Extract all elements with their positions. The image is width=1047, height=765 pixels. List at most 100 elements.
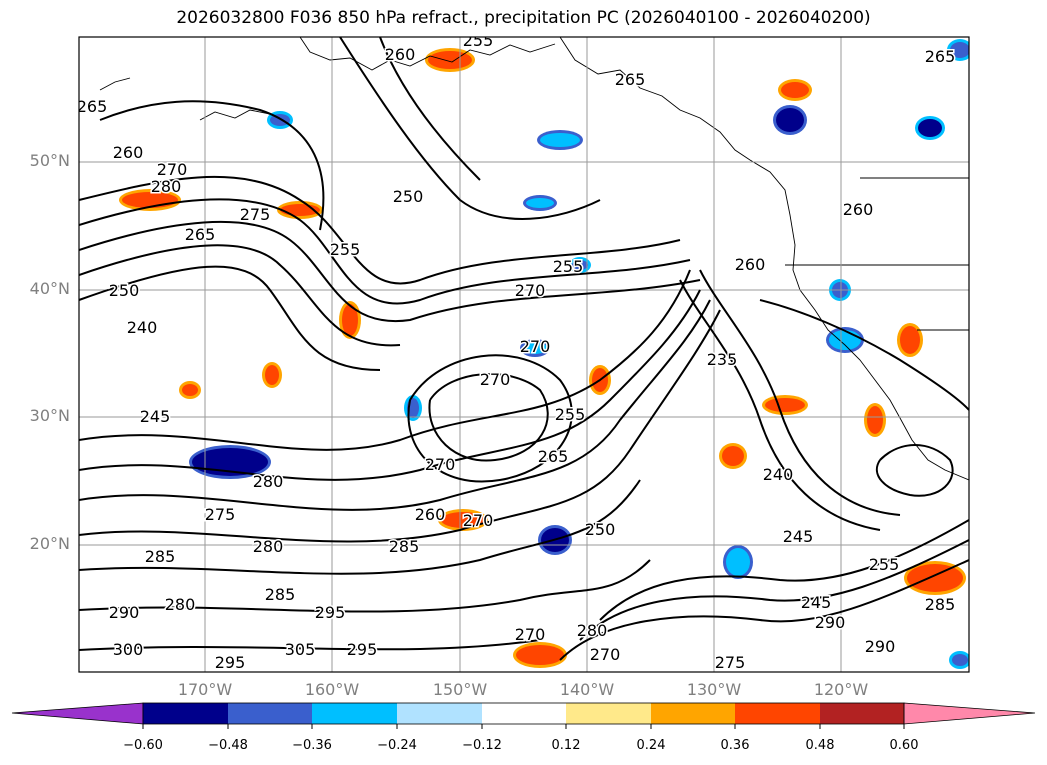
colorbar-segment: [735, 703, 820, 724]
contour-label: 265: [185, 225, 216, 244]
contour-line: [79, 175, 681, 285]
precip-blob-inner: [428, 51, 472, 69]
lon-label: 160°W: [304, 680, 360, 699]
contour-label: 250: [393, 187, 424, 206]
precip-blob-inner: [950, 42, 969, 58]
contour-label: 255: [553, 257, 584, 276]
contour-label: 275: [715, 653, 746, 672]
contour-labels: 255 260 265 265 260 270 280 275 250 265 255 250 240 2…: [77, 37, 957, 672]
contour-label: 285: [925, 595, 956, 614]
contour-label: 250: [585, 520, 616, 539]
precip-blob-inner: [829, 330, 861, 350]
colorbar-tick-label: −0.24: [377, 738, 417, 753]
contour-label: 295: [215, 653, 246, 672]
contour-label: 280: [253, 472, 284, 491]
contour-line: [428, 373, 549, 462]
contour-label: 270: [425, 455, 456, 474]
contour-label: 245: [140, 407, 171, 426]
colorbar-segment: [566, 703, 651, 724]
contour-label: 260: [843, 200, 874, 219]
contour-line: [79, 309, 721, 543]
colorbar-tick-label: 0.24: [636, 738, 666, 753]
colorbar-tick-label: −0.12: [462, 738, 502, 753]
colorbar-tick-label: −0.48: [208, 738, 248, 753]
lon-label: 130°W: [686, 680, 742, 699]
precip-blob-inner: [540, 133, 580, 147]
contour-label: 260: [385, 45, 416, 64]
contour-label: 280: [165, 595, 196, 614]
contour-label: 290: [865, 637, 896, 656]
contour-line: [875, 444, 954, 497]
coastline: [199, 109, 271, 121]
contour-label: 265: [615, 70, 646, 89]
colorbar-min-extend: [11, 702, 144, 725]
contour-label: 235: [707, 350, 738, 369]
precip-blob-inner: [781, 82, 809, 98]
precip-blob-inner: [907, 564, 963, 592]
contour-line: [379, 37, 481, 181]
contour-label: 285: [265, 585, 296, 604]
precip-blob-inner: [918, 119, 942, 137]
contour-line: [407, 354, 573, 483]
contour-label: 260: [113, 143, 144, 162]
contour-label: 295: [347, 640, 378, 659]
contour-line: [79, 479, 641, 575]
colorbar-tick-label: −0.36: [292, 738, 332, 753]
contour-label: 265: [538, 447, 569, 466]
map-title: 2026032800 F036 850 hPa refract., precip…: [176, 8, 871, 28]
colorbar-frame: [142, 702, 905, 725]
contour-line: [679, 279, 881, 531]
contour-label: 275: [205, 505, 236, 524]
contour-line: [79, 299, 711, 511]
coastline: [99, 77, 131, 91]
colorbar-tick-label: 0.12: [551, 738, 581, 753]
contour-label: 270: [515, 625, 546, 644]
colorbar-segment: [482, 703, 566, 724]
contour-label: 260: [735, 255, 766, 274]
precip-blob-inner: [516, 645, 564, 665]
contour-line: [99, 100, 325, 231]
lon-label: 150°W: [432, 680, 488, 699]
colorbar-segment: [820, 703, 904, 724]
precip-blob-inner: [726, 548, 750, 576]
contour-label: 290: [815, 613, 846, 632]
colorbar-max-extend: [903, 702, 1036, 725]
colorbar-segment: [397, 703, 482, 724]
contour-line: [579, 539, 969, 641]
contour-label: 240: [763, 465, 794, 484]
coastlines: [99, 37, 969, 481]
contour-label: 245: [801, 593, 832, 612]
contour-label: 265: [77, 97, 108, 116]
contour-label: 270: [463, 511, 494, 530]
contour-label: 275: [240, 205, 271, 224]
contour-label: 250: [109, 281, 140, 300]
contour-label: 280: [151, 177, 182, 196]
contour-label: 270: [480, 370, 511, 389]
precip-blob-inner: [182, 384, 198, 396]
contour-label: 290: [109, 603, 140, 622]
contour-line: [559, 559, 969, 661]
lat-label: 50°N: [29, 151, 70, 170]
contour-label: 270: [520, 337, 551, 356]
precip-blob-inner: [867, 406, 883, 434]
colorbar-tick-label: 0.36: [720, 738, 750, 753]
map-background: [79, 37, 969, 672]
coastline: [299, 37, 556, 71]
contour-label: 240: [127, 318, 158, 337]
contour-line: [79, 265, 381, 371]
colorbar-tick-label: 0.48: [805, 738, 835, 753]
colorbar-tick-label: −0.60: [123, 738, 163, 753]
contour-label: 270: [590, 645, 621, 664]
precip-blob-inner: [722, 446, 744, 466]
colorbar-tick-label: 0.60: [889, 738, 919, 753]
contour-label: 270: [515, 281, 546, 300]
contour-label: 285: [389, 537, 420, 556]
contour-label: 245: [783, 527, 814, 546]
colorbar-segment: [143, 703, 228, 724]
contour-line: [79, 639, 541, 651]
precip-blob-inner: [441, 512, 485, 528]
contour-line: [699, 269, 901, 516]
lon-label: 170°W: [177, 680, 233, 699]
contour-line: [79, 198, 691, 305]
contour-label: 255: [869, 555, 900, 574]
